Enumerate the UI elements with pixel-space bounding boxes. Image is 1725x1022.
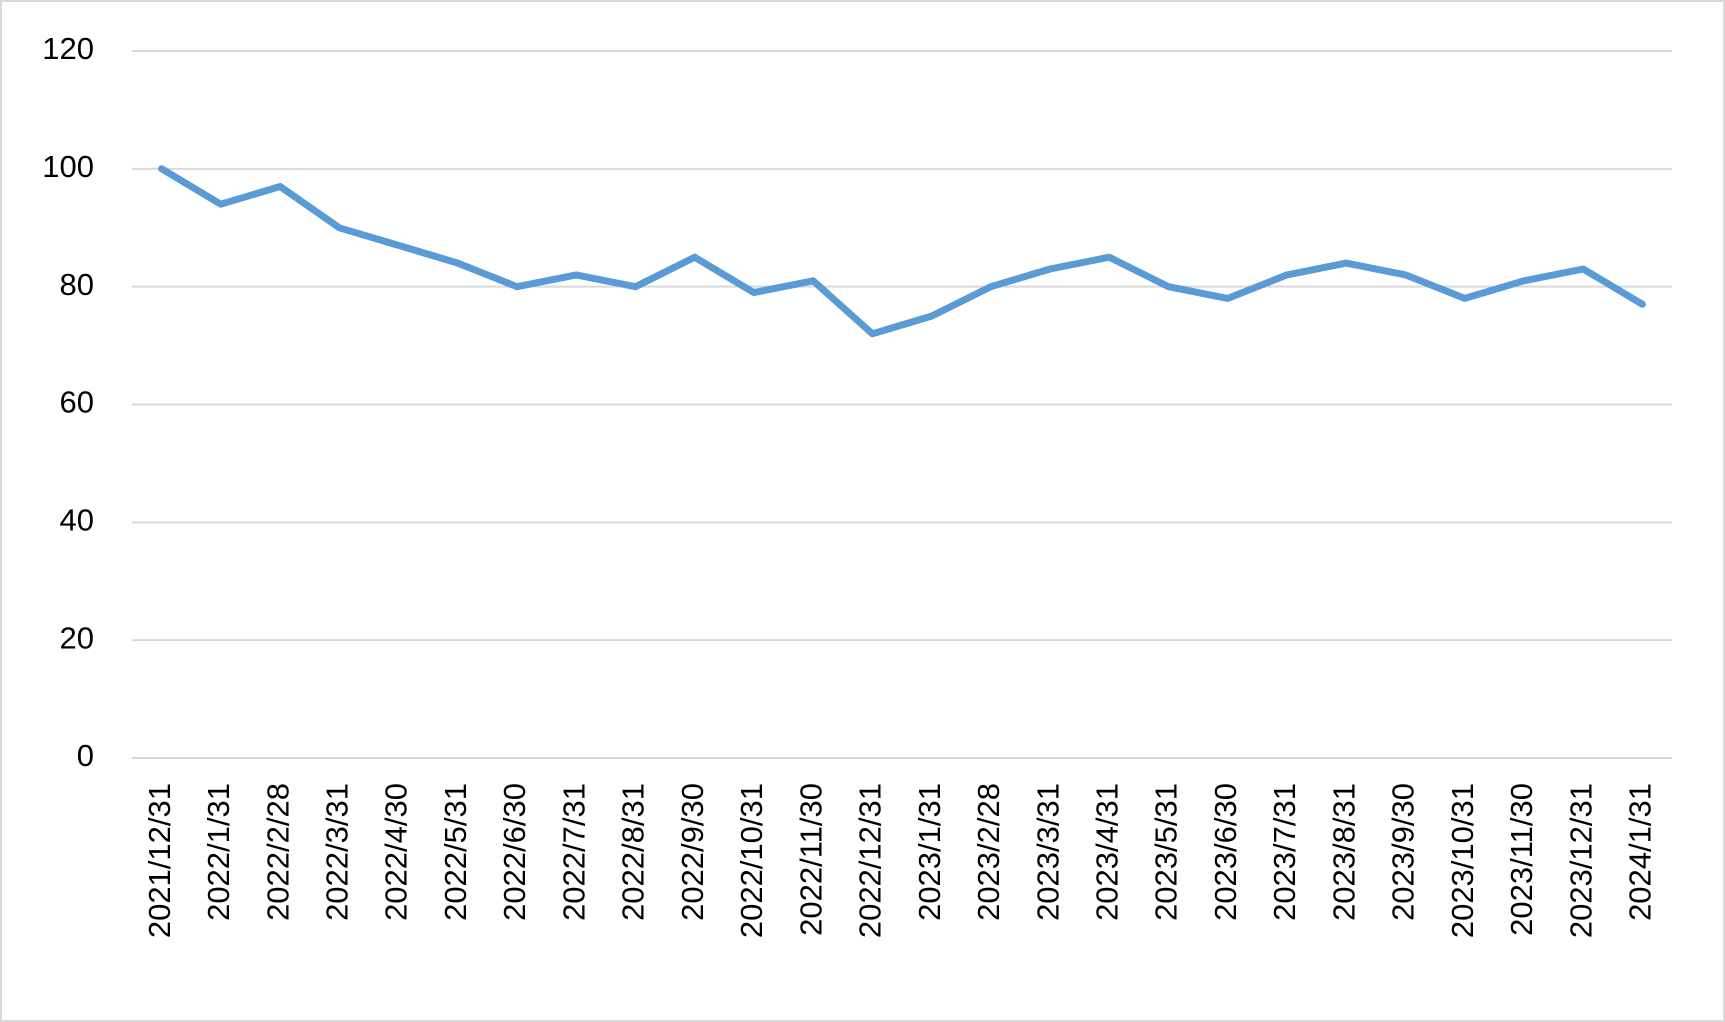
x-tick-label: 2022/10/31 <box>734 783 769 938</box>
x-tick-label: 2022/3/31 <box>319 783 354 921</box>
x-tick-label: 2023/9/30 <box>1386 783 1421 921</box>
x-tick-label: 2023/7/31 <box>1267 783 1302 921</box>
x-tick-label: 2022/7/31 <box>556 783 591 921</box>
x-tick-label: 2023/3/31 <box>1030 783 1065 921</box>
y-tick-label: 20 <box>60 620 94 655</box>
x-tick-label: 2022/1/31 <box>201 783 236 921</box>
x-tick-label: 2022/4/30 <box>379 783 414 921</box>
x-tick-label: 2022/11/30 <box>793 783 828 936</box>
y-tick-label: 100 <box>42 149 94 184</box>
x-tick-label: 2021/12/31 <box>142 783 177 938</box>
x-tick-label: 2022/6/30 <box>497 783 532 921</box>
x-tick-label: 2023/2/28 <box>971 783 1006 921</box>
x-tick-label: 2023/1/31 <box>912 783 947 921</box>
y-tick-label: 60 <box>60 385 94 420</box>
y-tick-label: 80 <box>60 267 94 302</box>
x-tick-label: 2023/8/31 <box>1326 783 1361 921</box>
x-tick-label: 2023/10/31 <box>1445 783 1480 938</box>
x-tick-label: 2022/9/30 <box>675 783 710 921</box>
x-tick-label: 2023/5/31 <box>1149 783 1184 921</box>
x-tick-label: 2024/1/31 <box>1623 783 1658 921</box>
x-tick-label: 2022/5/31 <box>438 783 473 921</box>
x-tick-label: 2022/8/31 <box>616 783 651 921</box>
data-line <box>158 165 1646 338</box>
x-tick-label: 2023/11/30 <box>1504 783 1539 936</box>
y-tick-label: 40 <box>60 503 94 538</box>
y-tick-label: 0 <box>77 738 94 773</box>
x-tick-label: 2023/4/31 <box>1089 783 1124 921</box>
x-tick-label: 2022/12/31 <box>853 783 888 938</box>
y-tick-label: 120 <box>42 31 94 66</box>
x-tick-label: 2023/12/31 <box>1563 783 1598 938</box>
x-tick-label: 2023/6/30 <box>1208 783 1243 921</box>
x-tick-label: 2022/2/28 <box>260 783 295 921</box>
